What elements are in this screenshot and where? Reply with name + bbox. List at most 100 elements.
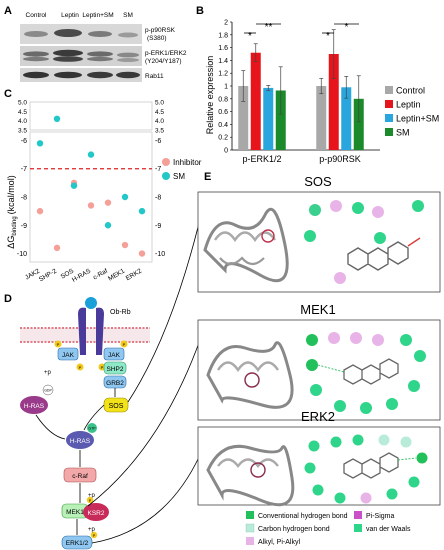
data-point <box>70 182 78 189</box>
data-point <box>104 222 112 229</box>
band <box>88 31 112 37</box>
band <box>116 71 140 79</box>
legend-label: Leptin <box>396 100 421 110</box>
legend-label: Control <box>396 86 425 96</box>
ylabel-unit: (kcal/mol) <box>6 175 16 214</box>
phospho-label: P <box>79 365 82 370</box>
gdp-label: GDP <box>44 389 52 393</box>
band <box>54 71 82 79</box>
category-label: c-Raf <box>92 268 109 282</box>
western-blot: Control Leptin Leptin+SM SM p-p90RSK (S3… <box>20 12 187 82</box>
lane-label-sm: SM <box>123 12 133 19</box>
bar <box>353 98 364 150</box>
y-tick-label: -6 <box>21 138 27 145</box>
ksr2-node <box>83 503 109 521</box>
legend-label: Conventional hydrogen bond <box>258 513 348 520</box>
blot-strip-erk <box>20 46 142 66</box>
phospho-label: P <box>123 342 126 347</box>
panel-b-letter: B <box>196 5 204 17</box>
connector-mek1 <box>87 339 201 507</box>
lane-label-control: Control <box>26 12 48 19</box>
shp2-label: SHP2 <box>107 366 124 373</box>
jak-left-node <box>57 347 79 361</box>
significance-label: * <box>248 31 252 42</box>
y-tick-label-right: 4.5 <box>155 109 164 116</box>
data-point <box>87 202 95 209</box>
y-axis-label: Relative expression <box>205 56 215 135</box>
legend-label: SM <box>396 128 410 138</box>
y-tick-label: 0.2 <box>218 135 228 142</box>
plus-p-label: +p <box>88 493 96 499</box>
y-tick-label: 1.2 <box>218 71 228 78</box>
jak-right-label: JAK <box>108 352 121 359</box>
category-label: H-RAS <box>71 267 93 284</box>
legend-label: van der Waals <box>366 526 411 533</box>
legend-label: Alkyl, Pi-Alkyl <box>258 539 300 546</box>
y-tick-label: 1.6 <box>218 45 228 52</box>
pathway-diagram: Ob-Rb JAK JAK P P P P +p SHP2 GRB2 H-RAS… <box>20 197 206 550</box>
phospho-site <box>120 340 128 348</box>
legend-marker <box>162 158 170 166</box>
legend-marker <box>162 172 170 180</box>
band <box>23 56 49 62</box>
connector-erk <box>91 454 201 544</box>
panel-a-letter: A <box>4 5 12 17</box>
upper-plot-frame <box>29 101 153 131</box>
hras-gdp-label: H-RAS <box>24 403 45 410</box>
y-tick-label: 1.4 <box>218 58 228 65</box>
bar <box>275 90 286 150</box>
band <box>53 56 83 62</box>
scatter-chart: 3.5 3.5 4.0 4.0 4.5 4.5 5.0 5.0 -6 -6 -7 -7 -8 -8 -9 -9… <box>6 100 202 284</box>
y-tick-label-right: -9 <box>155 223 161 230</box>
bar <box>316 86 327 150</box>
category-label: p-ERK1/2 <box>242 154 281 164</box>
y-tick-label-right: -10 <box>155 251 165 258</box>
legend-swatch <box>354 511 362 519</box>
legend-swatch <box>385 128 393 136</box>
significance-label: * <box>345 22 349 33</box>
receptor-left <box>78 307 86 355</box>
complex-title-erk2: ERK2 <box>301 409 335 424</box>
y-tick-label: 3.5 <box>18 128 27 135</box>
y-tick-label: -8 <box>21 195 27 202</box>
band <box>53 49 83 57</box>
y-tick-label: 4.0 <box>18 118 27 125</box>
craf-node <box>63 467 97 483</box>
y-tick-label-right: -6 <box>155 138 161 145</box>
phospho-site <box>86 496 94 504</box>
phospho-site <box>90 531 98 539</box>
complex-title-sos: SOS <box>304 174 332 189</box>
blot-label-erk: p-ERK1/ERK2 <box>145 50 187 57</box>
bar <box>328 54 339 150</box>
y-tick-label: 0.8 <box>218 96 228 103</box>
data-point <box>104 199 112 206</box>
y-tick-label-right: -7 <box>155 166 161 173</box>
mek1-label: MEK1 <box>66 509 84 516</box>
legend-label: Leptin+SM <box>396 114 439 124</box>
phospho-label: P <box>89 499 92 503</box>
plus-p-label: +p <box>44 370 52 376</box>
leptin-ligand <box>85 297 97 309</box>
category-label: p-p90RSK <box>319 154 361 164</box>
y-tick-label: -7 <box>21 166 27 173</box>
data-point <box>53 115 61 123</box>
data-point <box>36 140 44 147</box>
band <box>87 56 113 62</box>
docking-panels: SOS MEK1 <box>197 174 441 546</box>
y-tick-label: 1.8 <box>218 32 228 39</box>
ylabel-sub: binding <box>12 216 18 235</box>
plus-p-label: +p <box>88 527 96 533</box>
category-label: SHP-2 <box>38 267 58 283</box>
legend-swatch <box>385 114 393 122</box>
panel-d-letter: D <box>4 293 12 305</box>
legend-swatch <box>246 537 254 545</box>
legend-label: Inhibitor <box>173 158 202 167</box>
data-point <box>53 244 61 252</box>
phospho-site <box>76 363 84 371</box>
legend-label: Pi-Sigma <box>366 513 395 520</box>
legend-label: Carbon hydrogen bond <box>258 526 330 533</box>
data-point <box>138 250 146 257</box>
y-tick-label-right: -8 <box>155 195 161 202</box>
gtp-badge <box>87 423 97 433</box>
connector-sos <box>127 197 206 403</box>
